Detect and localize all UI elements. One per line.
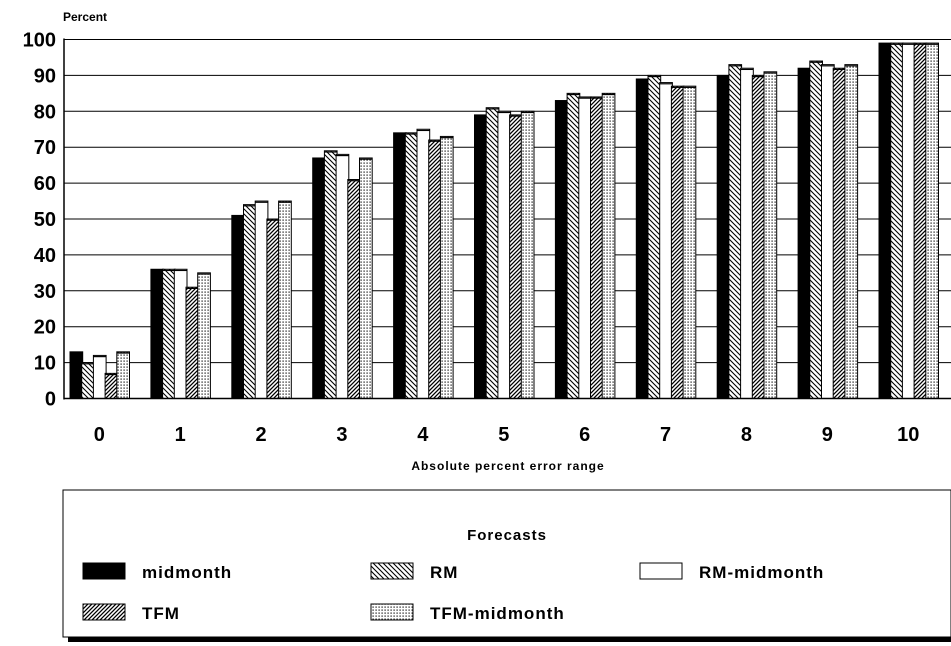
bar — [728, 64, 743, 399]
bar — [359, 157, 373, 399]
bar — [509, 114, 523, 399]
legend-label: midmonth — [142, 563, 232, 582]
y-tick-label: 30 — [34, 281, 56, 303]
bar — [913, 42, 928, 400]
bar — [266, 218, 281, 399]
x-tick-labels: 0 1 2 3 4 5 6 7 8 9 10 — [94, 424, 920, 446]
bar — [497, 110, 512, 400]
bar — [659, 82, 673, 400]
legend-swatch — [82, 603, 126, 621]
bar — [393, 132, 407, 399]
bar — [578, 96, 592, 399]
bar — [590, 96, 604, 399]
bar — [751, 74, 766, 400]
x-tick-label: 2 — [255, 424, 266, 446]
y-tick-label: 20 — [34, 317, 56, 339]
bar — [890, 42, 904, 400]
bar — [566, 92, 581, 399]
legend-swatch — [639, 562, 683, 580]
y-axis-label: Percent — [63, 10, 107, 24]
bar — [243, 204, 257, 399]
bar — [173, 268, 188, 400]
bar — [312, 157, 326, 399]
legend: Forecasts midmonth RM RM-midmonth TFM TFM-mi… — [62, 489, 951, 642]
bar — [474, 114, 488, 399]
legend-label: RM — [430, 563, 458, 582]
bar — [716, 74, 731, 400]
bar — [428, 139, 442, 400]
bar — [323, 150, 338, 399]
x-tick-label: 5 — [498, 424, 509, 446]
bar — [832, 67, 847, 399]
legend-box — [62, 489, 951, 638]
x-tick-label: 0 — [94, 424, 105, 446]
axes — [63, 38, 951, 400]
bar — [416, 128, 431, 399]
y-tick-label: 90 — [34, 65, 56, 87]
bar — [809, 60, 823, 399]
bar — [162, 268, 176, 400]
bar — [254, 200, 269, 399]
bar — [335, 153, 350, 399]
x-tick-label: 1 — [175, 424, 186, 446]
y-tick-label: 10 — [34, 353, 56, 375]
bar — [520, 110, 535, 400]
y-tick-labels: 0 10 20 30 40 50 60 70 80 90 100 — [23, 30, 56, 411]
bar — [116, 351, 131, 399]
legend-swatch — [370, 603, 414, 621]
bar — [439, 135, 454, 399]
bar — [925, 42, 939, 400]
bar — [347, 179, 361, 399]
legend-label: RM-midmonth — [699, 563, 824, 582]
y-tick-label: 70 — [34, 137, 56, 159]
legend-title: Forecasts — [467, 527, 547, 544]
bar — [185, 286, 200, 399]
bars — [69, 42, 939, 400]
bar — [647, 74, 662, 400]
y-tick-label: 40 — [34, 245, 56, 267]
legend-swatch — [370, 562, 414, 580]
bar — [485, 107, 500, 400]
x-axis-label: Absolute percent error range — [411, 459, 604, 473]
x-tick-label: 7 — [660, 424, 671, 446]
bar — [554, 100, 569, 399]
bar — [92, 354, 107, 400]
bar — [197, 272, 211, 400]
bar — [601, 92, 616, 399]
x-tick-label: 6 — [579, 424, 590, 446]
bar — [763, 71, 778, 399]
x-tick-label: 10 — [897, 424, 919, 446]
bar — [278, 200, 292, 399]
legend-label: TFM-midmonth — [430, 604, 565, 623]
x-tick-label: 4 — [417, 424, 429, 446]
legend-label: TFM — [142, 604, 180, 623]
bar — [901, 42, 916, 400]
legend-swatch — [82, 562, 126, 580]
bar — [878, 42, 893, 400]
bar — [635, 78, 650, 400]
bar — [69, 351, 84, 399]
bar — [150, 268, 165, 400]
bar — [231, 214, 246, 399]
x-tick-label: 3 — [336, 424, 347, 446]
bar — [797, 67, 812, 399]
x-tick-label: 9 — [822, 424, 833, 446]
bar — [81, 362, 95, 400]
bar — [682, 85, 697, 399]
y-tick-label: 80 — [34, 101, 56, 123]
y-tick-label: 100 — [23, 30, 56, 52]
bar — [821, 64, 835, 399]
bar — [670, 85, 685, 399]
y-tick-label: 0 — [45, 389, 56, 411]
bar — [104, 372, 119, 399]
bar — [404, 132, 419, 399]
bar — [844, 64, 859, 399]
bar — [740, 67, 754, 399]
y-tick-label: 50 — [34, 209, 56, 231]
y-tick-label: 60 — [34, 173, 56, 195]
x-tick-label: 8 — [741, 424, 752, 446]
